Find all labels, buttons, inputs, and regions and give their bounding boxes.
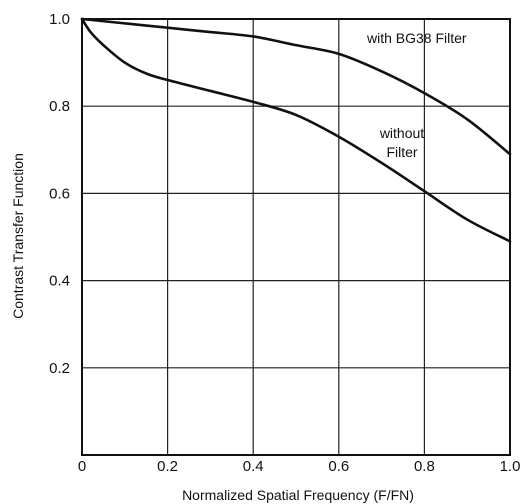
x-tick-label: 0.2 (157, 458, 178, 475)
series-line-without-filter (80, 17, 512, 243)
x-tick-label: 1.0 (500, 458, 521, 475)
tick-labels: 0 0.2 0.4 0.6 0.8 1.0 0.2 0.4 0.6 0.8 1.0 (49, 11, 520, 475)
x-axis-label: Normalized Spatial Frequency (F/FN) (182, 487, 414, 503)
y-tick-label: 0.2 (49, 360, 70, 377)
plot-frame (81, 18, 511, 456)
x-tick-label: 0.8 (414, 458, 435, 475)
series-layer (80, 17, 512, 243)
series-label-without-filter-line1: without (379, 125, 424, 141)
series-label-without-filter-line2: Filter (386, 144, 417, 160)
y-tick-label: 0.8 (49, 98, 70, 115)
grid-lines (82, 19, 510, 455)
y-tick-label: 0.6 (49, 185, 70, 202)
y-tick-label: 1.0 (49, 11, 70, 28)
y-axis-label: Contrast Transfer Function (10, 153, 26, 319)
x-tick-label: 0.6 (328, 458, 349, 475)
series-line-with-bg38-filter (80, 17, 512, 156)
x-tick-label: 0 (78, 458, 86, 475)
x-tick-label: 0.4 (243, 458, 264, 475)
series-label-with-bg38-filter: with BG38 Filter (366, 30, 467, 46)
y-tick-label: 0.4 (49, 273, 70, 290)
